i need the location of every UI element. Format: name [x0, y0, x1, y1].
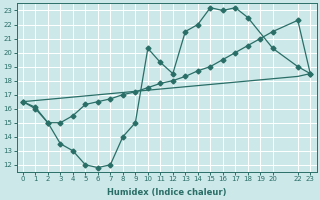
X-axis label: Humidex (Indice chaleur): Humidex (Indice chaleur): [107, 188, 226, 197]
